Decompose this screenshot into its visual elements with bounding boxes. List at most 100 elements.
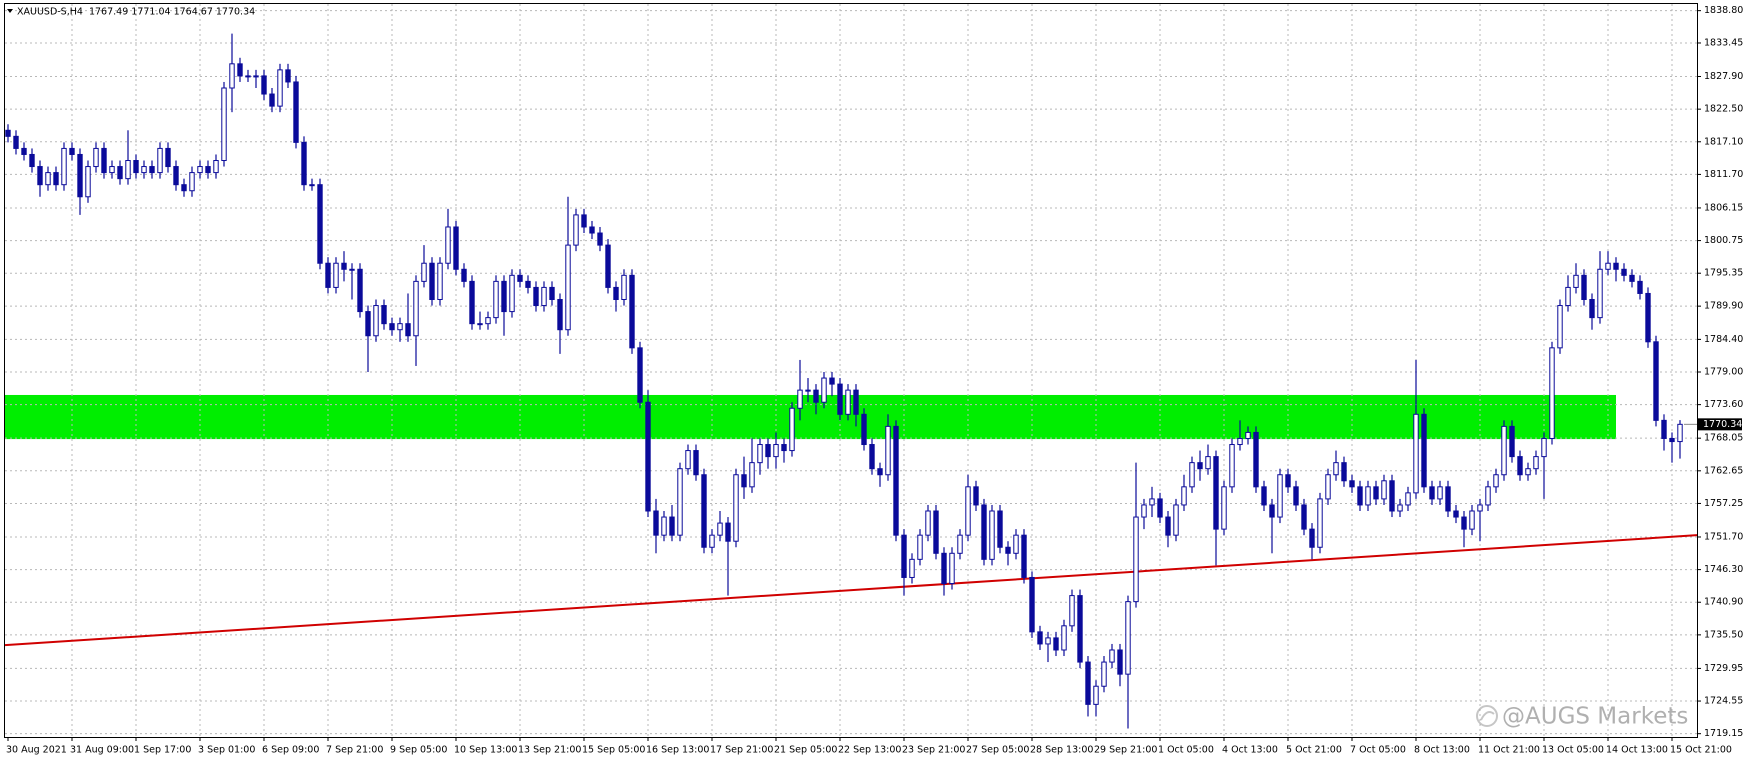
candle-body bbox=[221, 87, 227, 162]
x-tick-label: 30 Aug 2021 bbox=[6, 745, 67, 756]
candle-body bbox=[181, 184, 187, 192]
candle-body bbox=[1029, 576, 1035, 633]
candle-body bbox=[1461, 516, 1467, 530]
candle-body bbox=[1045, 637, 1051, 645]
candle-body bbox=[309, 184, 315, 187]
candle-body bbox=[141, 166, 147, 174]
candle-body bbox=[1429, 486, 1435, 500]
candle-body bbox=[149, 166, 155, 174]
candle-body bbox=[165, 147, 171, 168]
candle-body bbox=[341, 262, 347, 270]
candle-body bbox=[1677, 423, 1683, 443]
x-tick-label: 13 Sep 21:00 bbox=[518, 745, 581, 756]
candle-body bbox=[1285, 474, 1291, 488]
candle-body bbox=[1189, 462, 1195, 488]
candle-body bbox=[549, 286, 555, 300]
candle-body bbox=[1221, 486, 1227, 530]
candle-body bbox=[637, 347, 643, 403]
candle-body bbox=[1349, 480, 1355, 488]
candle-body bbox=[1037, 631, 1043, 645]
y-tick-label: 1762.65 bbox=[1704, 465, 1743, 476]
candle-body bbox=[981, 504, 987, 560]
candle-body bbox=[829, 377, 835, 385]
candle-body bbox=[101, 147, 107, 174]
y-tick-label: 1789.90 bbox=[1704, 301, 1743, 312]
y-tick-label: 1779.00 bbox=[1704, 367, 1743, 378]
candle-body bbox=[1453, 510, 1459, 518]
candle-body bbox=[877, 468, 883, 476]
candle-body bbox=[1197, 462, 1203, 470]
x-tick-label: 13 Oct 05:00 bbox=[1542, 745, 1604, 756]
candle-body bbox=[1613, 262, 1619, 270]
candle-body bbox=[861, 413, 867, 446]
candle-body bbox=[45, 172, 51, 186]
candle-body bbox=[525, 280, 531, 288]
candle-body bbox=[749, 462, 755, 488]
candle-body bbox=[1621, 268, 1627, 276]
candle-body bbox=[1093, 685, 1099, 705]
candle-body bbox=[1573, 274, 1579, 288]
x-tick-label: 15 Sep 05:00 bbox=[582, 745, 645, 756]
candle-body bbox=[1549, 347, 1555, 439]
candle-body bbox=[629, 274, 635, 349]
candle-body bbox=[1517, 456, 1523, 476]
candle-body bbox=[1109, 649, 1115, 663]
candle-body bbox=[613, 286, 619, 300]
candle-body bbox=[1485, 486, 1491, 506]
candle-body bbox=[1277, 474, 1283, 518]
candle-body bbox=[1293, 486, 1299, 506]
chart-title: XAUUSD-S,H4 1767.49 1771.04 1764.67 1770… bbox=[17, 7, 255, 18]
candle-body bbox=[1213, 456, 1219, 530]
y-tick-label: 1817.10 bbox=[1704, 136, 1743, 147]
candle-body bbox=[197, 166, 203, 174]
candle-body bbox=[885, 425, 891, 476]
x-tick-label: 16 Sep 13:00 bbox=[646, 745, 709, 756]
candle-body bbox=[285, 69, 291, 83]
candle-body bbox=[1061, 625, 1067, 651]
candle-body bbox=[1437, 486, 1443, 500]
x-tick-label: 1 Sep 17:00 bbox=[134, 745, 191, 756]
y-tick-label: 1806.15 bbox=[1704, 202, 1743, 213]
candle-body bbox=[1101, 661, 1107, 687]
candle-body bbox=[1253, 431, 1259, 488]
y-tick-label: 1757.25 bbox=[1704, 498, 1743, 509]
candle-body bbox=[469, 280, 475, 325]
last-price-box bbox=[1698, 418, 1742, 431]
y-tick-label: 1811.70 bbox=[1704, 169, 1743, 180]
candle-body bbox=[397, 323, 403, 331]
candle-body bbox=[1245, 431, 1251, 439]
trendline bbox=[4, 534, 1698, 647]
candle-body bbox=[253, 75, 259, 78]
y-tick-label: 1746.30 bbox=[1704, 564, 1743, 575]
candle-body bbox=[589, 226, 595, 234]
y-tick-label: 1800.75 bbox=[1704, 235, 1743, 246]
candle-body bbox=[501, 280, 507, 313]
candle-body bbox=[701, 474, 707, 548]
candle-body bbox=[325, 262, 331, 288]
candle-body bbox=[269, 93, 275, 107]
candle-body bbox=[1501, 425, 1507, 476]
candle-body bbox=[1389, 480, 1395, 512]
candle-body bbox=[565, 244, 571, 331]
candle-body bbox=[1117, 649, 1123, 675]
candle-body bbox=[1157, 498, 1163, 518]
candle-body bbox=[37, 166, 43, 186]
candle-body bbox=[1173, 504, 1179, 536]
candle-body bbox=[477, 323, 483, 326]
candle-body bbox=[1141, 504, 1147, 518]
candle-body bbox=[53, 172, 59, 186]
candle-body bbox=[93, 147, 99, 168]
y-tick-label: 1735.50 bbox=[1704, 629, 1743, 640]
candle-body bbox=[661, 516, 667, 536]
candle-body bbox=[1053, 637, 1059, 651]
candle-body bbox=[669, 516, 675, 536]
candle-body bbox=[1469, 510, 1475, 530]
candle-body bbox=[1645, 292, 1651, 343]
candle-body bbox=[85, 166, 91, 198]
candle-body bbox=[693, 450, 699, 476]
candle-body bbox=[901, 534, 907, 578]
menu-triangle[interactable] bbox=[7, 9, 13, 13]
y-tick-label: 1768.05 bbox=[1704, 433, 1743, 444]
x-tick-label: 9 Sep 05:00 bbox=[390, 745, 447, 756]
candle-body bbox=[965, 486, 971, 536]
